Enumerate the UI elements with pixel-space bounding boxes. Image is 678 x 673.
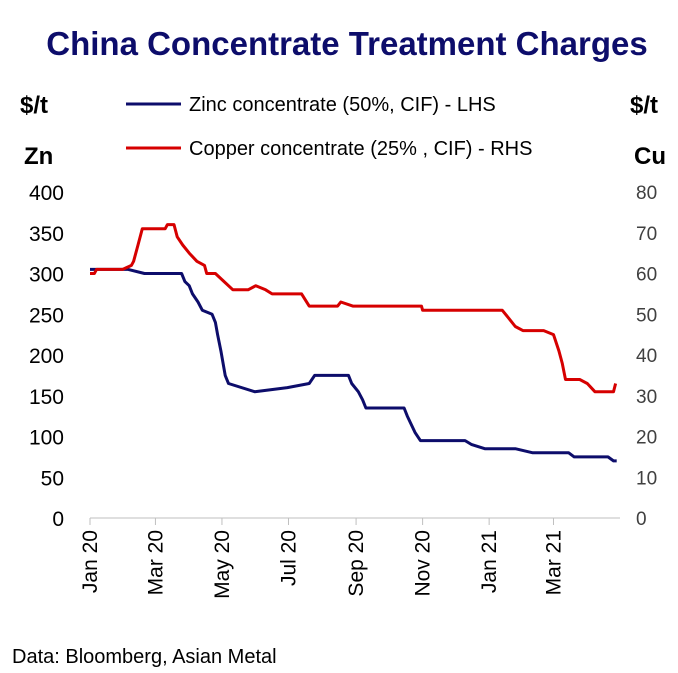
x-tick-label: Jan 21 [478, 530, 501, 593]
copper-series-line [90, 223, 618, 394]
right-tick-label: 50 [636, 305, 657, 326]
right-tick-label: 20 [636, 428, 657, 449]
series-lines [90, 223, 618, 463]
x-tick-label: Mar 20 [144, 530, 167, 595]
x-tick-label: Mar 21 [542, 530, 565, 595]
left-tick-label: 100 [29, 427, 64, 450]
legend-label-zinc: Zinc concentrate (50%, CIF) - LHS [189, 94, 496, 116]
left-tick-label: 300 [29, 264, 64, 287]
x-tick-label: Sep 20 [345, 530, 368, 597]
x-axis-ticks: Jan 20 Mar 20 May 20 Jul 20 Sep 20 Nov 20 Jan … [79, 518, 565, 599]
x-tick-label: Jul 20 [277, 530, 300, 586]
right-tick-label: 40 [636, 346, 657, 367]
right-tick-label: 30 [636, 387, 657, 408]
right-axis-ticks: 0 10 20 30 40 50 60 70 80 [636, 183, 657, 530]
left-tick-label: 150 [29, 386, 64, 409]
right-tick-label: 10 [636, 468, 657, 489]
left-axis-unit: $/t [20, 92, 48, 119]
left-tick-label: 50 [41, 467, 64, 490]
right-tick-label: 80 [636, 183, 657, 204]
zinc-series-line [90, 267, 617, 463]
left-axis-label: Zn [24, 143, 53, 170]
right-tick-label: 70 [636, 224, 657, 245]
left-tick-label: 350 [29, 223, 64, 246]
left-tick-label: 200 [29, 345, 64, 368]
x-tick-label: Nov 20 [412, 530, 435, 597]
right-axis-unit: $/t [630, 92, 658, 119]
source-note: Data: Bloomberg, Asian Metal [12, 646, 277, 668]
right-tick-label: 0 [636, 509, 647, 530]
left-axis-ticks: 0 50 100 150 200 250 300 350 400 [29, 182, 64, 531]
chart-title: China Concentrate Treatment Charges [46, 25, 647, 62]
right-tick-label: 60 [636, 265, 657, 286]
right-axis-label: Cu [634, 143, 666, 170]
left-tick-label: 400 [29, 182, 64, 205]
x-tick-label: Jan 20 [79, 530, 102, 593]
left-tick-label: 250 [29, 304, 64, 327]
x-tick-label: May 20 [211, 530, 234, 599]
legend-label-copper: Copper concentrate (25% , CIF) - RHS [189, 138, 532, 160]
left-tick-label: 0 [52, 508, 64, 531]
